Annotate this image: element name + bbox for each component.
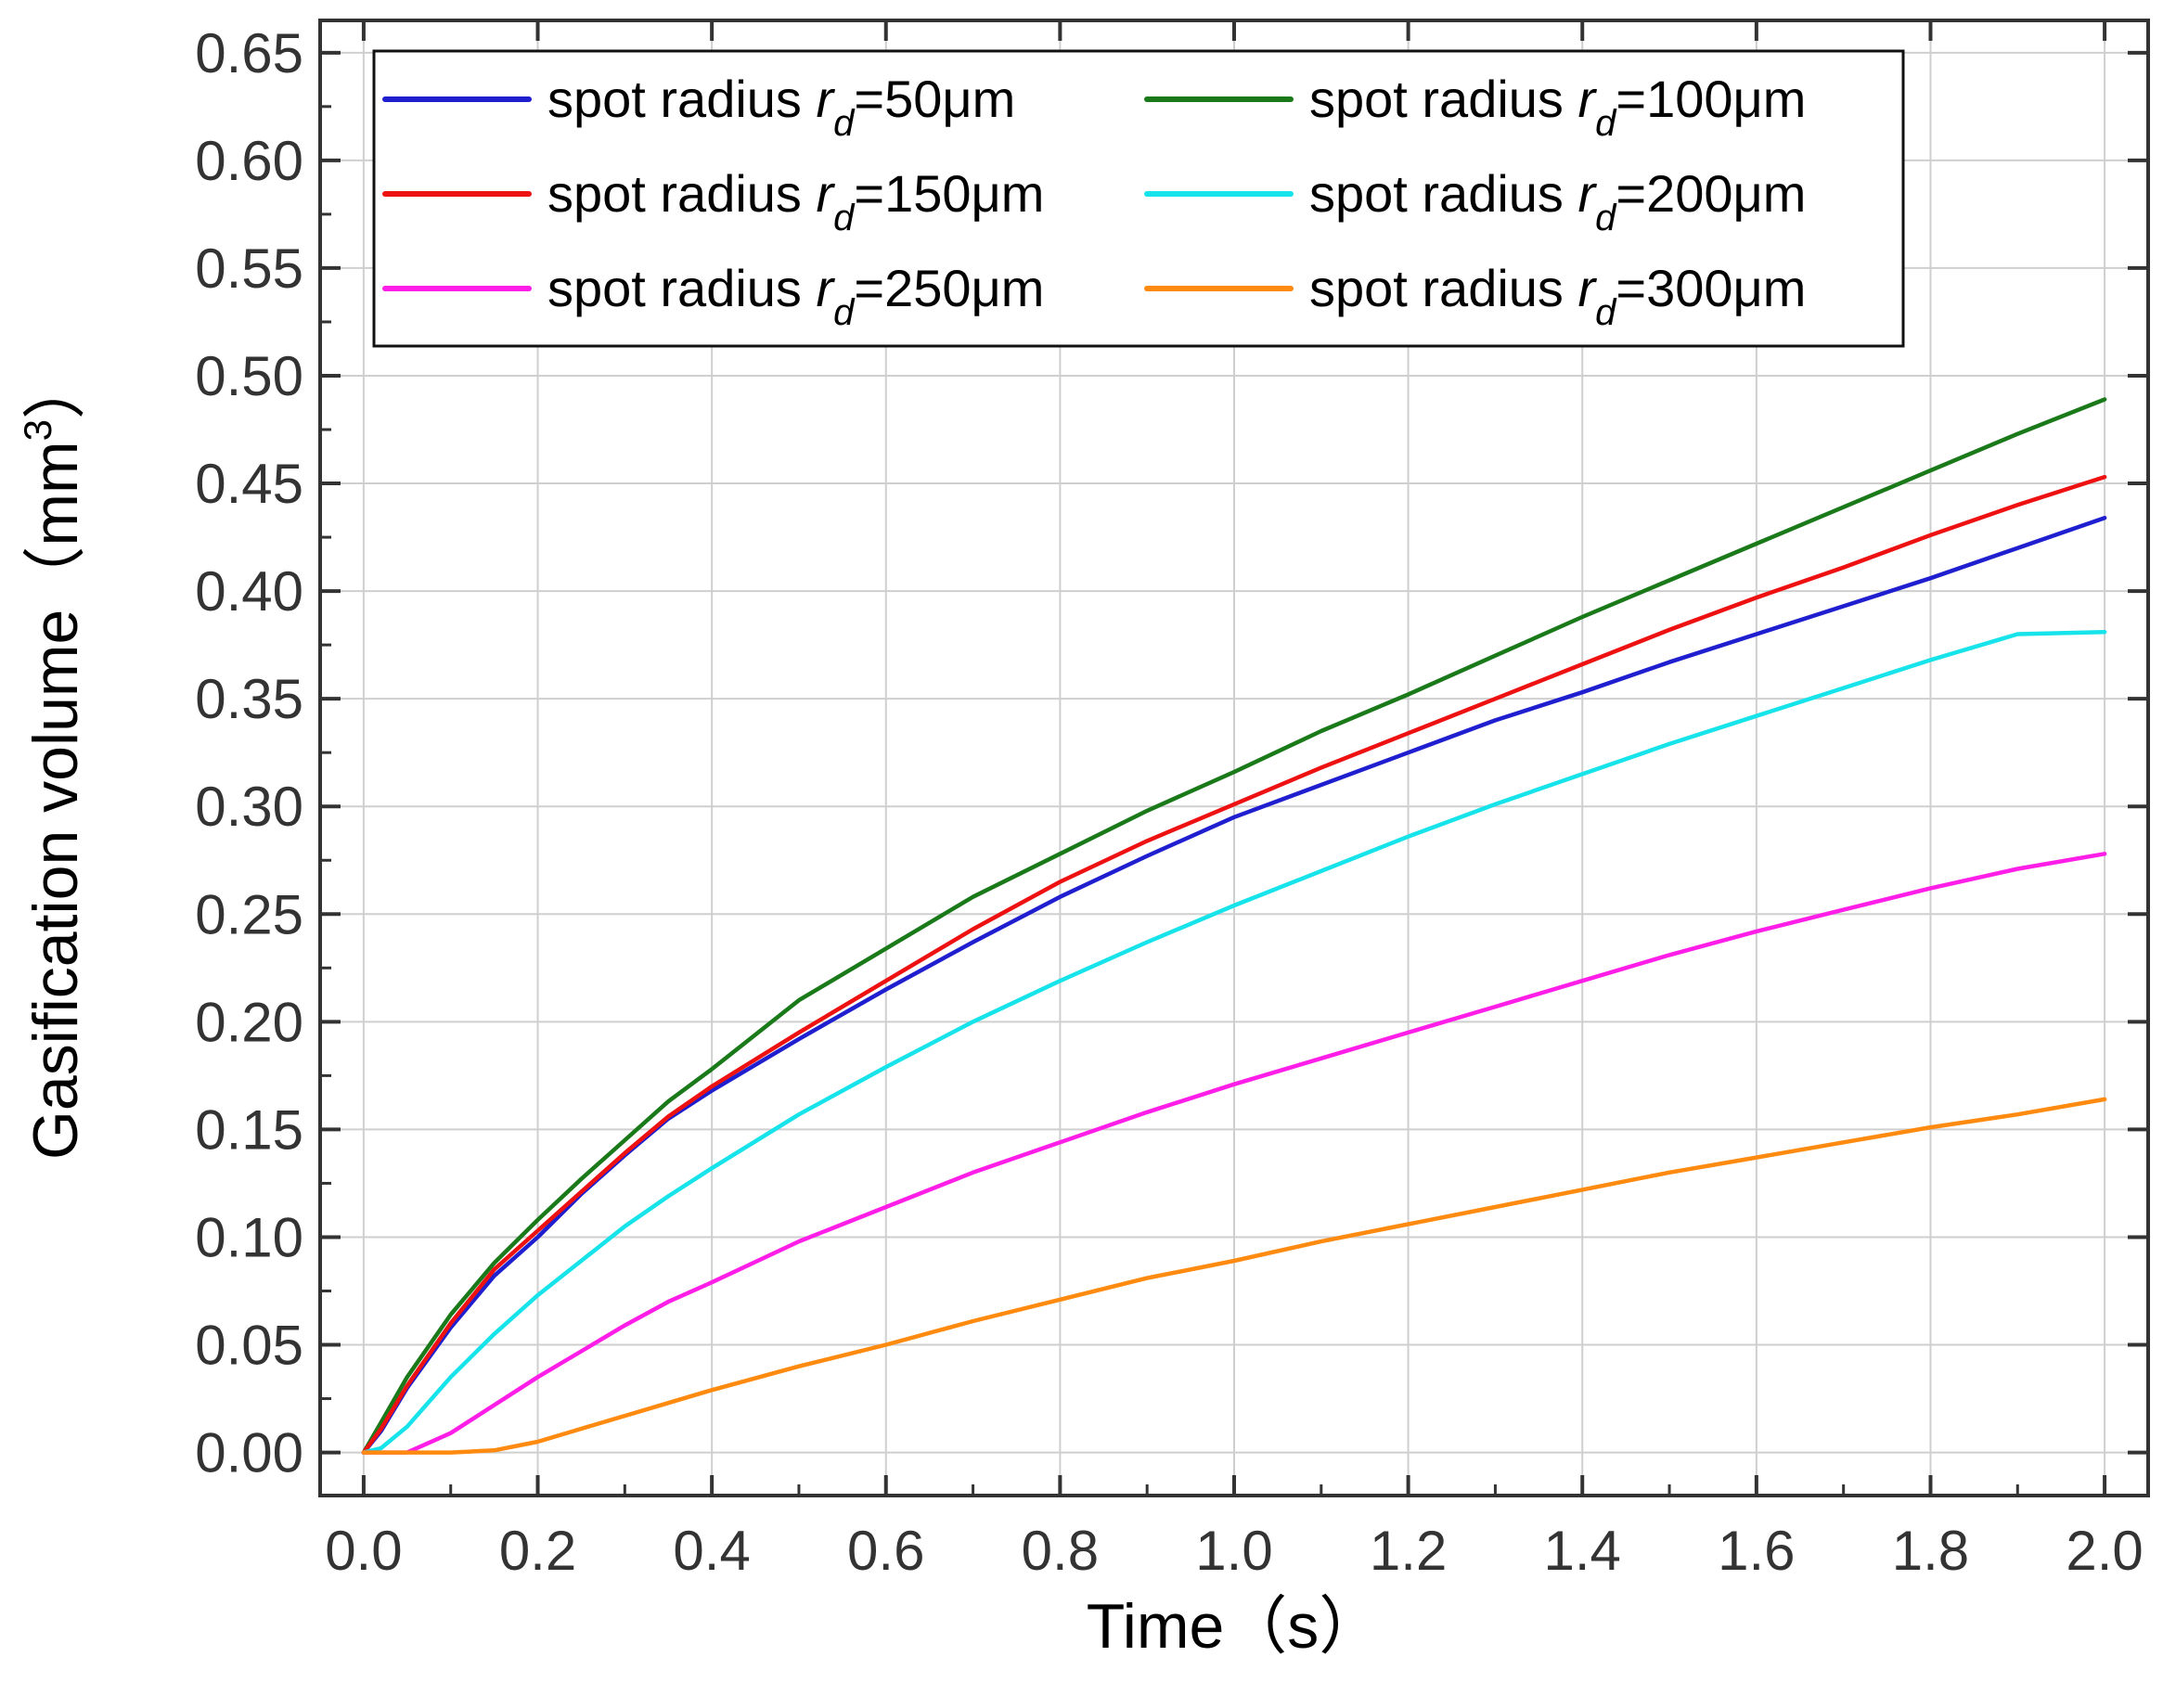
x-tick-label: 1.6 xyxy=(1718,1520,1795,1582)
y-tick-label: 0.65 xyxy=(195,22,303,84)
tick-layer: 0.0 0.2 0.4 0.6 0.8 1.0 1.2 1.4 1.6 1.8 2.0 0.00 0.0… xyxy=(195,20,2148,1582)
y-axis-title: Gasification volume（mm3） xyxy=(16,356,91,1160)
x-tick-label: 0.8 xyxy=(1022,1520,1099,1582)
y-tick-label: 0.40 xyxy=(195,560,303,623)
y-tick-label: 0.25 xyxy=(195,883,303,945)
legend-label-2: spot radius rd=100μm xyxy=(1309,70,1806,144)
legend-box xyxy=(372,49,1905,348)
y-tick-label: 0.30 xyxy=(195,776,303,838)
y-tick-label: 0.45 xyxy=(195,453,303,515)
x-tick-label: 0.4 xyxy=(673,1520,750,1582)
y-axis-title-text: Gasification volume（mm3） xyxy=(16,356,91,1160)
legend-label-1: spot radius rd=50μm xyxy=(547,70,1015,144)
y-tick-label: 0.20 xyxy=(195,991,303,1053)
legend-label-5: spot radius rd=250μm xyxy=(547,259,1044,333)
y-tick-label: 0.35 xyxy=(195,668,303,730)
series-line-rd-50um xyxy=(361,515,2107,1455)
y-tick-label: 0.60 xyxy=(195,130,303,192)
legend-label-4: spot radius rd=200μm xyxy=(1309,164,1806,238)
x-tick-label: 1.4 xyxy=(1544,1520,1621,1582)
x-tick-label: 2.0 xyxy=(2066,1520,2143,1582)
y-tick-label: 0.15 xyxy=(195,1098,303,1161)
y-tick-label: 0.50 xyxy=(195,345,303,407)
x-tick-label: 0.2 xyxy=(499,1520,576,1582)
legend-label-3: spot radius rd=150μm xyxy=(547,164,1044,238)
x-tick-label: 1.2 xyxy=(1370,1520,1447,1582)
x-tick-label: 1.8 xyxy=(1892,1520,1969,1582)
series-line-rd-300um xyxy=(361,1097,2107,1455)
x-tick-label: 0.6 xyxy=(847,1520,924,1582)
series-line-rd-150um xyxy=(361,474,2107,1455)
y-tick-label: 0.05 xyxy=(195,1315,303,1377)
x-axis-title: Time（s） xyxy=(1087,1591,1383,1662)
series-line-rd-200um xyxy=(361,629,2107,1455)
y-tick-label: 0.00 xyxy=(195,1422,303,1484)
legend-label-6: spot radius rd=300μm xyxy=(1309,259,1806,333)
y-axis-title-main: Gasification volume（mm xyxy=(20,441,91,1160)
series-layer xyxy=(361,397,2107,1455)
series-line-rd-100um xyxy=(361,397,2107,1455)
legend: spot radius rd=50μm spot radius rd=100μm s… xyxy=(372,49,1905,348)
y-tick-label: 0.10 xyxy=(195,1206,303,1268)
series-line-rd-250um xyxy=(361,852,2107,1455)
y-tick-label: 0.55 xyxy=(195,238,303,300)
y-axis-title-close: ） xyxy=(20,356,91,419)
y-axis-title-superscript: 3 xyxy=(16,419,59,441)
x-tick-label: 1.0 xyxy=(1195,1520,1272,1582)
x-tick-label: 0.0 xyxy=(325,1520,402,1582)
